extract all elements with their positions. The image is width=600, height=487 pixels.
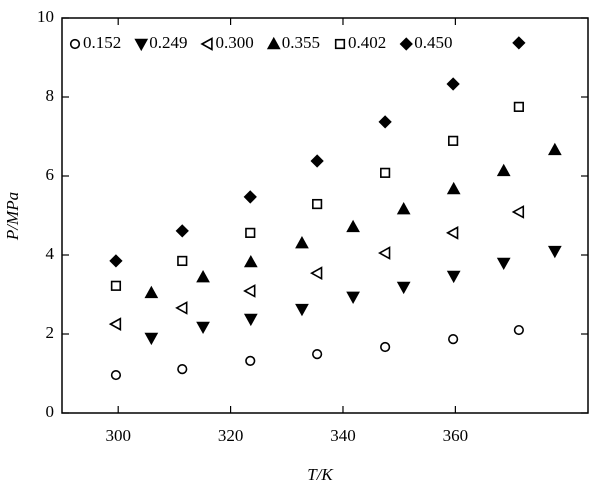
- marker-triangle: [309, 266, 323, 281]
- marker-triangle: [396, 281, 411, 295]
- y-tick-label: 2: [46, 323, 55, 342]
- marker-circle: [177, 364, 188, 375]
- x-tick-label: 300: [105, 426, 131, 445]
- marker-triangle: [496, 257, 511, 271]
- marker-triangle: [446, 270, 461, 284]
- legend-label: 0.300: [216, 33, 254, 52]
- marker-triangle: [396, 202, 411, 215]
- marker-triangle: [547, 142, 562, 156]
- marker-triangle: [243, 313, 258, 327]
- marker-diamond: [175, 224, 189, 238]
- marker-triangle: [346, 219, 360, 233]
- legend-marker: [334, 38, 346, 50]
- marker-circle: [448, 334, 459, 345]
- legend-label: 0.450: [414, 33, 452, 52]
- marker-square: [177, 255, 188, 267]
- legend-marker: [399, 37, 413, 51]
- marker-diamond: [512, 36, 526, 50]
- marker-triangle: [346, 291, 360, 305]
- marker-circle: [513, 324, 524, 336]
- marker-triangle: [547, 245, 562, 259]
- marker-diamond: [378, 115, 392, 129]
- marker-diamond: [243, 190, 257, 204]
- marker-triangle: [446, 181, 461, 195]
- y-tick-label: 10: [37, 7, 54, 26]
- legend-label: 0.152: [83, 33, 121, 52]
- marker-diamond: [446, 77, 460, 91]
- marker-square: [245, 227, 256, 238]
- marker-triangle: [496, 163, 511, 177]
- marker-triangle: [243, 254, 258, 268]
- marker-circle: [312, 349, 323, 360]
- marker-triangle: [295, 303, 309, 317]
- marker-diamond: [310, 154, 324, 168]
- marker-triangle: [295, 236, 309, 249]
- marker-triangle: [377, 246, 391, 260]
- y-tick-label: 0: [46, 402, 55, 421]
- marker-triangle: [196, 269, 210, 283]
- marker-circle: [110, 369, 122, 381]
- x-tick-label: 360: [443, 426, 469, 445]
- marker-triangle: [445, 226, 459, 240]
- legend-marker: [69, 38, 81, 50]
- plot-frame: [61, 17, 589, 414]
- legend-marker: [134, 38, 149, 52]
- marker-triangle: [243, 284, 256, 298]
- legend-marker: [200, 37, 213, 51]
- x-axis-label: T/K: [307, 465, 334, 484]
- marker-triangle: [144, 332, 159, 346]
- marker-circle: [380, 341, 391, 353]
- marker-square: [380, 167, 391, 178]
- marker-triangle: [511, 205, 525, 219]
- marker-triangle: [175, 301, 188, 315]
- marker-square: [448, 135, 459, 146]
- legend-label: 0.402: [348, 33, 386, 52]
- marker-diamond: [109, 254, 123, 268]
- legend-label: 0.355: [282, 33, 320, 52]
- x-tick-label: 320: [218, 426, 244, 445]
- y-tick-label: 8: [46, 86, 55, 105]
- marker-square: [513, 101, 524, 112]
- marker-square: [110, 280, 122, 291]
- y-tick-label: 6: [46, 165, 55, 184]
- marker-triangle: [144, 285, 159, 299]
- legend-marker: [266, 36, 281, 50]
- x-tick-label: 340: [330, 426, 356, 445]
- marker-circle: [245, 355, 256, 366]
- marker-square: [312, 198, 323, 210]
- marker-triangle: [108, 317, 122, 331]
- legend-label: 0.249: [149, 33, 187, 52]
- y-tick-label: 4: [46, 244, 55, 263]
- y-axis-label: P/MPa: [3, 192, 22, 241]
- marker-triangle: [196, 321, 210, 335]
